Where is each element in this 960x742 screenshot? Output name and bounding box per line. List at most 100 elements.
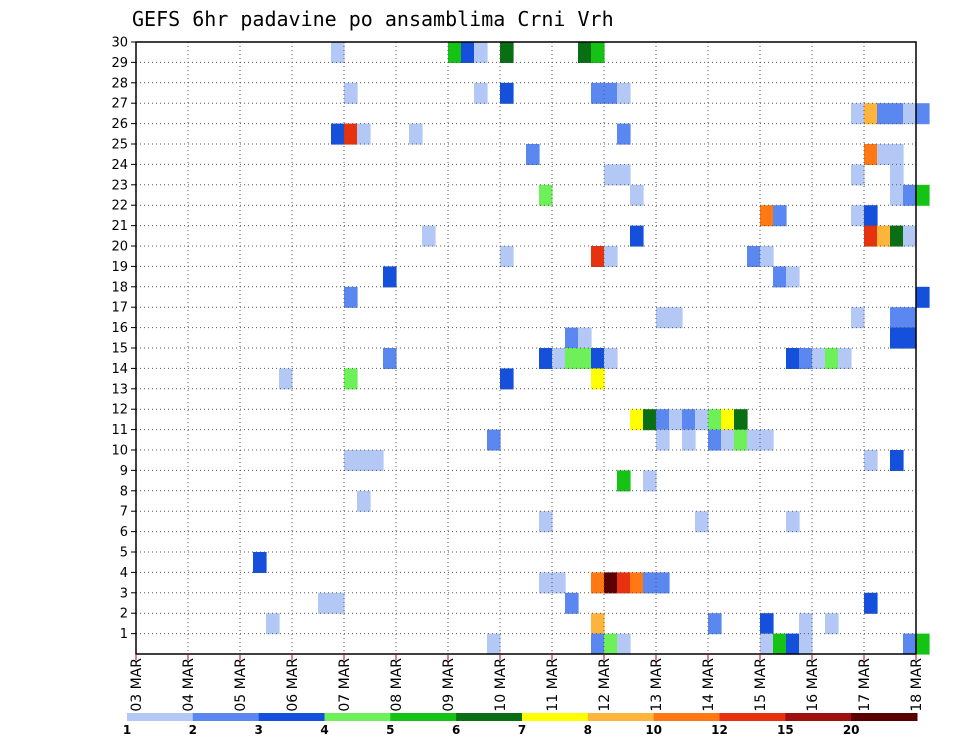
- heatmap-cell: [773, 205, 787, 227]
- heatmap-cell: [617, 123, 631, 145]
- x-tick-label: 09 MAR: [441, 658, 457, 712]
- heatmap-cell: [708, 613, 722, 635]
- colorbar-swatch: [192, 713, 260, 721]
- heatmap-cell: [799, 348, 813, 369]
- colorbar-label: 15: [777, 723, 794, 737]
- y-tick-label: 11: [111, 423, 128, 438]
- colorbar-label: 10: [645, 723, 662, 737]
- y-tick-label: 10: [111, 444, 128, 459]
- y-tick-label: 18: [111, 280, 128, 295]
- y-tick-label: 23: [111, 178, 128, 193]
- heatmap-cell: [344, 123, 358, 145]
- heatmap-cell: [786, 633, 800, 655]
- heatmap-cell: [656, 307, 670, 329]
- heatmap-cell: [422, 225, 436, 247]
- x-tick-label: 16 MAR: [805, 658, 821, 712]
- y-tick-label: 17: [111, 301, 128, 316]
- heatmap-cell: [617, 572, 631, 594]
- heatmap-cell: [773, 266, 787, 288]
- heatmap-cell: [864, 592, 878, 614]
- heatmap-cell: [747, 429, 761, 451]
- heatmap-cell: [682, 429, 696, 451]
- heatmap-cell: [773, 633, 787, 655]
- heatmap-cell: [487, 633, 501, 655]
- heatmap-cell: [864, 450, 878, 471]
- heatmap-cell: [591, 348, 605, 369]
- heatmap-cell: [604, 246, 618, 267]
- heatmap-cell: [656, 429, 670, 451]
- heatmap-cell: [760, 246, 774, 267]
- heatmap-cell: [890, 144, 904, 165]
- heatmap-cell: [539, 572, 553, 594]
- x-tick-label: 07 MAR: [337, 658, 353, 712]
- colorbar-swatch: [851, 713, 918, 721]
- heatmap-cell: [851, 307, 865, 329]
- heatmap-cell: [825, 613, 839, 635]
- heatmap-cell: [461, 42, 475, 63]
- y-tick-label: 25: [111, 138, 128, 153]
- heatmap-cell: [617, 164, 631, 186]
- heatmap-cell: [604, 164, 618, 186]
- heatmap-cell: [903, 307, 917, 329]
- heatmap-cell: [617, 82, 631, 104]
- heatmap-cell: [877, 225, 891, 247]
- heatmap-cell: [890, 184, 904, 206]
- heatmap-cell: [565, 327, 579, 349]
- heatmap-cell: [318, 592, 332, 614]
- colorbar-swatch: [127, 713, 194, 721]
- heatmap-cell: [500, 246, 514, 267]
- heatmap-cell: [630, 184, 644, 206]
- heatmap-cell: [630, 409, 644, 431]
- heatmap-cell: [695, 409, 709, 431]
- heatmap-cell: [617, 470, 631, 492]
- y-tick-label: 4: [120, 566, 128, 581]
- heatmap-cell: [344, 368, 358, 390]
- y-tick-label: 16: [111, 321, 128, 336]
- x-tick-label: 18 MAR: [909, 658, 925, 712]
- y-tick-label: 3: [120, 586, 128, 601]
- heatmap-cell: [799, 633, 813, 655]
- heatmap-cell: [656, 409, 670, 431]
- heatmap-cell: [890, 103, 904, 125]
- heatmap-cell: [851, 103, 865, 125]
- heatmap-cell: [903, 103, 917, 125]
- heatmap-cell: [253, 552, 267, 573]
- y-tick-label: 7: [120, 505, 128, 520]
- x-tick-label: 12 MAR: [597, 658, 613, 712]
- x-tick-label: 15 MAR: [753, 658, 769, 712]
- y-tick-label: 5: [120, 546, 128, 561]
- heatmap-cell: [682, 409, 696, 431]
- y-tick-label: 15: [111, 342, 128, 357]
- x-tick-label: 08 MAR: [389, 658, 405, 712]
- heatmap-cell: [539, 511, 553, 533]
- heatmap-cell: [578, 327, 592, 349]
- y-tick-label: 28: [111, 76, 128, 91]
- colorbar-label: 12: [711, 723, 728, 737]
- heatmap-cell: [344, 82, 358, 104]
- heatmap-cell: [448, 42, 462, 63]
- heatmap-cell: [383, 266, 397, 288]
- heatmap-cell: [526, 144, 540, 165]
- heatmap-cell: [331, 42, 345, 63]
- heatmap-cell: [786, 348, 800, 369]
- heatmap-cell: [591, 613, 605, 635]
- heatmap-cell: [851, 164, 865, 186]
- heatmap-cell: [331, 123, 345, 145]
- heatmap-cell: [331, 592, 345, 614]
- y-tick-label: 9: [120, 464, 128, 479]
- heatmap-cell: [591, 572, 605, 594]
- colorbar-label: 3: [254, 723, 262, 737]
- y-tick-label: 6: [120, 525, 128, 540]
- heatmap-cell: [266, 613, 280, 635]
- colorbar-label: 6: [452, 723, 460, 737]
- heatmap-cell: [916, 633, 930, 655]
- heatmap-cell: [916, 184, 930, 206]
- y-tick-label: 22: [111, 199, 128, 214]
- heatmap-cell: [708, 409, 722, 431]
- heatmap-cell: [604, 82, 618, 104]
- heatmap-cell: [500, 82, 514, 104]
- colorbar-swatch: [258, 713, 325, 721]
- heatmap-cell: [760, 613, 774, 635]
- heatmap-cell: [890, 327, 904, 349]
